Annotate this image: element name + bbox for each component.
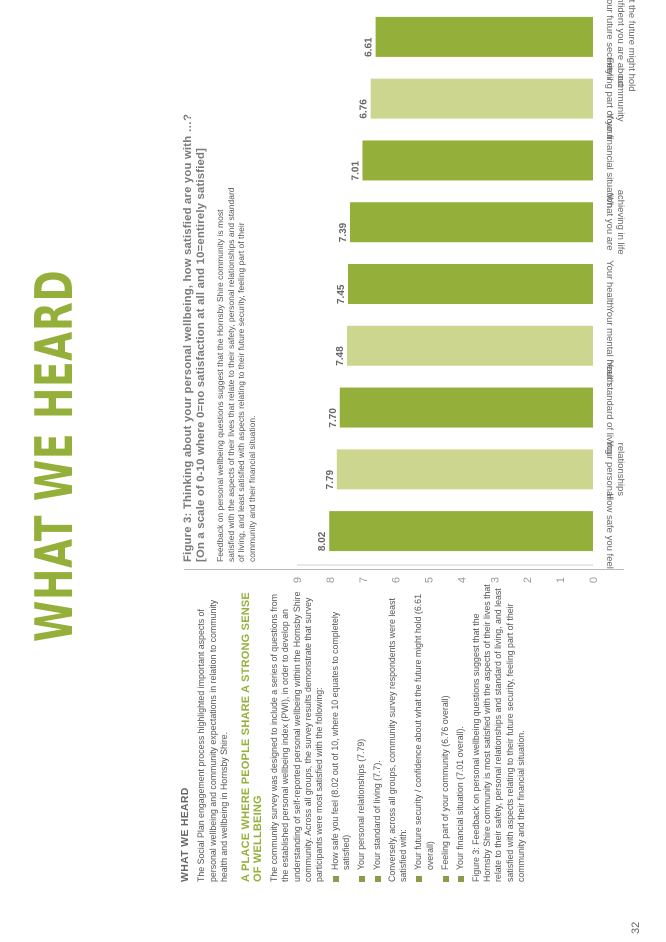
- category-label: Your mental health: [604, 306, 615, 385]
- category-label-line: relationships: [615, 443, 626, 497]
- category-label: Your financial situation: [604, 113, 615, 208]
- category-label-line: Your mental health: [604, 306, 615, 385]
- category-label-line: what the future might hold: [626, 0, 637, 92]
- figure-caption: Figure 3: Feedback on personal wellbeing…: [470, 584, 526, 882]
- data-label: 7.79: [325, 469, 336, 489]
- figure-description: Feedback on personal wellbeing questions…: [215, 187, 257, 562]
- category-label: What you are achieving in life: [604, 190, 626, 255]
- section-heading: WHAT WE HEARD: [179, 787, 191, 882]
- data-label: 7.70: [328, 408, 339, 428]
- data-label: 7.39: [338, 222, 349, 242]
- category-label-line: achieving in life: [615, 190, 626, 255]
- page-number: 32: [630, 921, 642, 934]
- bar: [362, 140, 594, 181]
- most-satisfied-list: How safe you feel (8.02 out of 10, where…: [330, 582, 383, 882]
- least-satisfied-list: Your future security / confidence about …: [413, 582, 466, 882]
- category-label-line: Your financial situation: [604, 113, 615, 208]
- axis-tick-label: 2: [522, 577, 534, 583]
- least-satisfied-paragraph: Conversely, across all groups, community…: [386, 598, 409, 882]
- bar: [346, 325, 594, 366]
- data-label: 8.02: [317, 531, 328, 551]
- category-label: How safe you feel: [604, 493, 615, 569]
- list-item: Your personal relationships (7.79): [356, 582, 367, 882]
- bar: [336, 449, 593, 490]
- axis-tick-label: 9: [292, 577, 304, 583]
- list-item: Your future security / confidence about …: [413, 582, 436, 882]
- data-label: 6.76: [359, 99, 370, 119]
- data-label: 7.01: [350, 161, 361, 181]
- bar: [339, 387, 593, 428]
- category-label: Your health: [604, 260, 615, 308]
- axis-tick-label: 6: [391, 577, 403, 583]
- category-label: Your standard of living: [604, 361, 615, 455]
- data-label: 6.61: [364, 37, 375, 57]
- category-label-line: Your health: [604, 260, 615, 308]
- category-label-line: confident you are about: [615, 0, 626, 87]
- category-label: Your personal relationships: [604, 440, 626, 498]
- intro-paragraph: The Social Plan engagement process highl…: [196, 599, 229, 882]
- bar: [347, 264, 593, 304]
- figure-subtitle: [On a scale of 0-10 where 0=no satisfact…: [195, 147, 207, 562]
- left-column: WHAT WE HEARD The Social Plan engagement…: [179, 582, 531, 882]
- axis-tick-label: 8: [325, 577, 337, 583]
- axis-tick-label: 3: [489, 577, 501, 583]
- category-label: Feeling part of your community: [604, 58, 626, 140]
- axis-tick-label: 5: [424, 577, 436, 583]
- figure-title: Figure 3: Thinking about your personal w…: [182, 42, 208, 562]
- axis-tick-label: 1: [555, 577, 567, 583]
- bar: [349, 202, 593, 243]
- data-label: 7.48: [335, 346, 346, 366]
- category-label-line: How safe you feel: [604, 493, 615, 569]
- category-label-line: Your future security /: [604, 0, 615, 81]
- wellbeing-bar-chart: 0 1 2 3 4 5 6 7 8 9 8.02 How safe you feel 7.79 Your …: [292, 0, 637, 583]
- bar: [375, 16, 593, 57]
- bar: [329, 511, 593, 552]
- axis-tick-label: 4: [456, 577, 468, 583]
- list-item: How safe you feel (8.02 out of 10, where…: [330, 582, 353, 882]
- category-label-line: Your personal: [604, 440, 615, 498]
- list-item: Your financial situation (7.01 overall).: [455, 582, 466, 882]
- list-item: Your standard of living (7.7).: [372, 582, 383, 882]
- axis-tick-label: 0: [588, 577, 600, 583]
- category-label-line: What you are: [604, 194, 615, 251]
- category-label-line: community: [615, 76, 626, 122]
- category-label-line: Feeling part of your: [604, 58, 615, 140]
- category-label-line: Your standard of living: [604, 361, 615, 455]
- bar: [370, 78, 593, 119]
- subheading: A PLACE WHERE PEOPLE SHARE A STRONG SENS…: [240, 592, 265, 882]
- list-item: Feeling part of your community (6.76 ove…: [440, 582, 451, 882]
- survey-paragraph: The community survey was designed to inc…: [269, 591, 325, 882]
- figure-title-line: Figure 3: Thinking about your personal w…: [182, 113, 194, 562]
- page-title: WHAT WE HEARD: [25, 269, 85, 642]
- data-label: 7.45: [336, 284, 347, 304]
- axis-tick-label: 7: [358, 577, 370, 583]
- category-label: Your future security / confident you are …: [604, 0, 637, 92]
